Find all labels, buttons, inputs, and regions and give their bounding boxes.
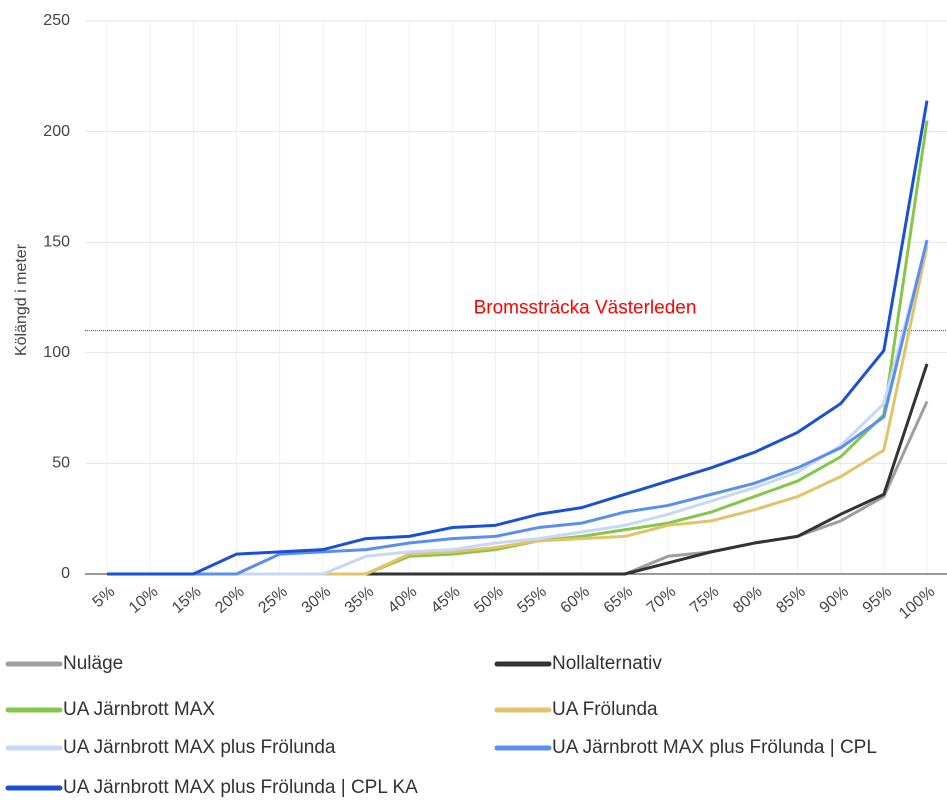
legend-label: UA Frölunda bbox=[552, 699, 658, 720]
x-tick-label: 40% bbox=[385, 583, 420, 617]
series-line bbox=[107, 246, 929, 576]
y-tick-label: 200 bbox=[43, 123, 70, 140]
reference-label: Bromssträcka Västerleden bbox=[474, 298, 697, 319]
y-tick-label: 150 bbox=[43, 233, 70, 250]
y-tick-label: 250 bbox=[43, 12, 70, 29]
x-tick-label: 100% bbox=[896, 583, 938, 622]
legend-label: Nollalternativ bbox=[552, 653, 662, 674]
x-tick-label: 55% bbox=[514, 583, 549, 617]
y-axis-label: Kölängd i meter bbox=[13, 243, 30, 356]
legend-label: UA Järnbrott MAX plus Frölunda | CPL bbox=[552, 737, 877, 758]
x-tick-label: 60% bbox=[558, 583, 593, 617]
x-tick-label: 5% bbox=[90, 583, 119, 611]
x-tick-label: 35% bbox=[342, 583, 377, 617]
y-tick-label: 50 bbox=[52, 455, 70, 472]
x-tick-label: 15% bbox=[169, 583, 204, 617]
legend-label: UA Järnbrott MAX plus Frölunda | CPL KA bbox=[63, 777, 418, 798]
series-line bbox=[107, 241, 929, 576]
series-line bbox=[107, 239, 929, 576]
x-tick-label: 20% bbox=[212, 583, 247, 617]
x-tick-label: 75% bbox=[687, 583, 722, 617]
y-tick-label: 0 bbox=[61, 565, 70, 582]
legend-label: Nuläge bbox=[63, 653, 123, 674]
x-tick-label: 95% bbox=[860, 583, 895, 617]
x-tick-label: 90% bbox=[817, 583, 852, 617]
legend-label: UA Järnbrott MAX bbox=[63, 699, 215, 720]
x-tick-label: 80% bbox=[730, 583, 765, 617]
legend-label: UA Järnbrott MAX plus Frölunda bbox=[63, 737, 336, 758]
x-tick-label: 25% bbox=[255, 583, 290, 617]
series-line bbox=[107, 120, 929, 576]
x-tick-label: 65% bbox=[601, 583, 636, 617]
x-tick-label: 70% bbox=[644, 583, 679, 617]
x-tick-label: 30% bbox=[299, 583, 334, 617]
x-tick-label: 45% bbox=[428, 583, 463, 617]
series-line bbox=[107, 100, 929, 576]
x-tick-label: 50% bbox=[471, 583, 506, 617]
x-tick-label: 10% bbox=[126, 583, 161, 617]
x-tick-label: 85% bbox=[773, 583, 808, 617]
y-tick-label: 100 bbox=[43, 344, 70, 361]
